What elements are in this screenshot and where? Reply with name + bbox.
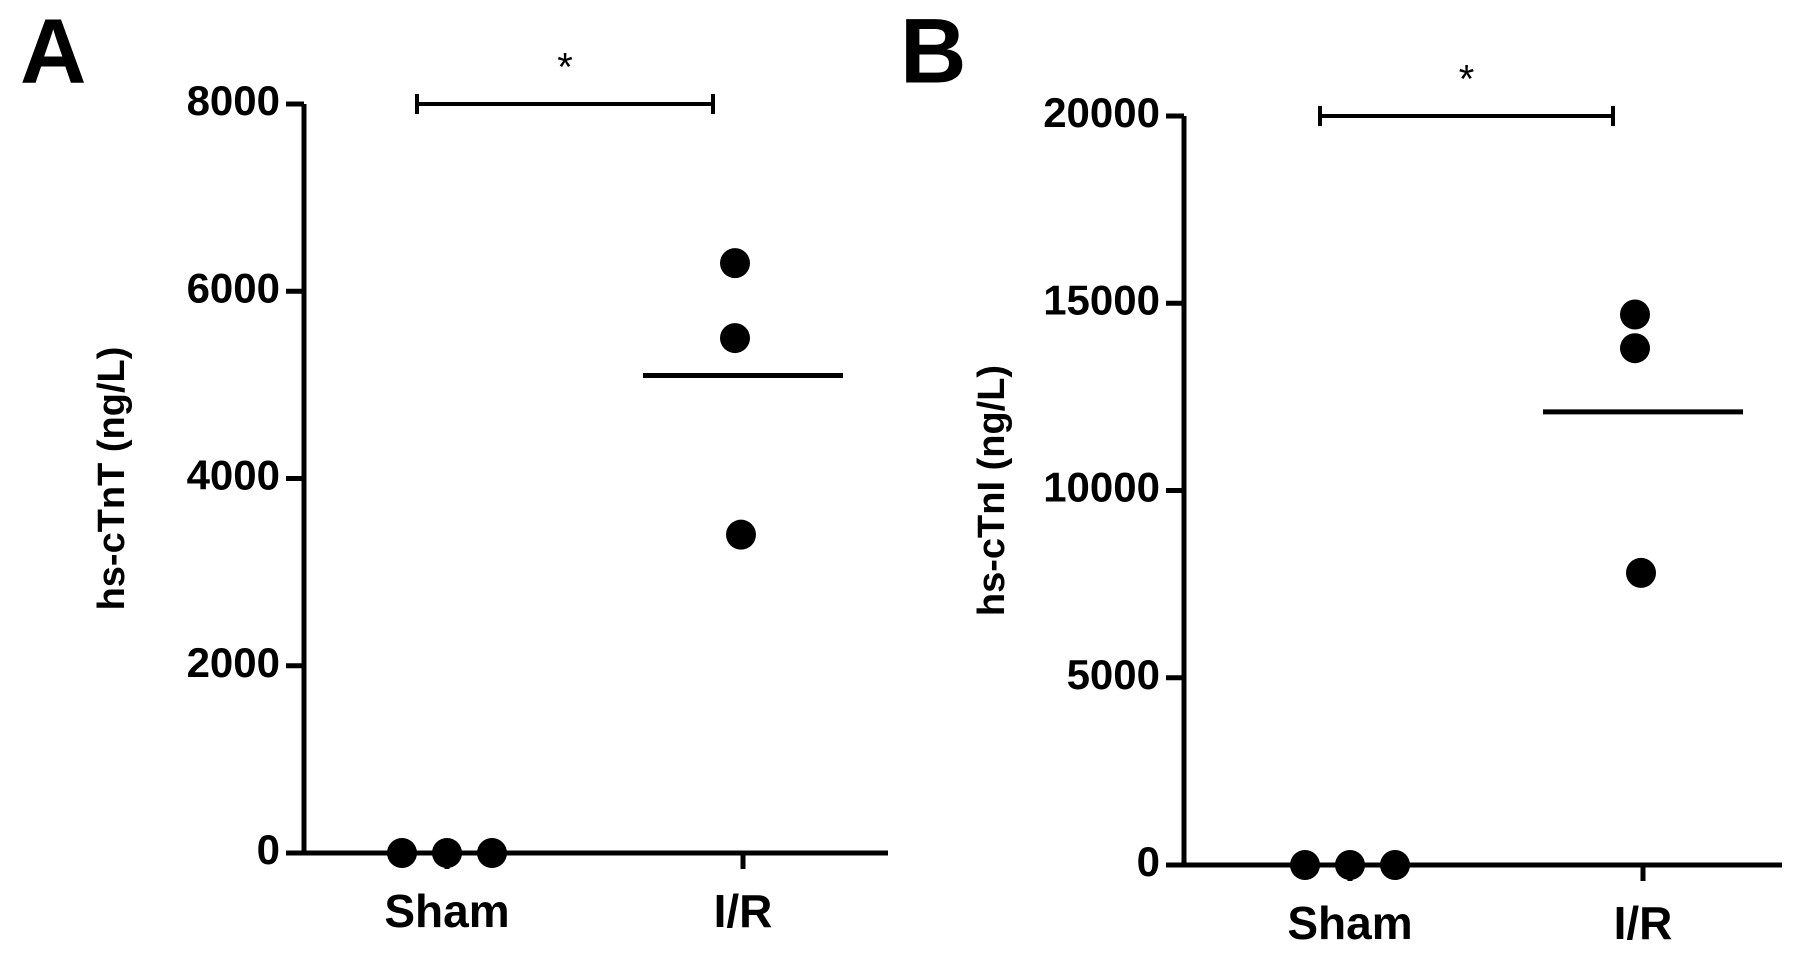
data-point xyxy=(1626,557,1656,588)
panel-label: B xyxy=(900,0,966,102)
y-tick-label: 0 xyxy=(257,826,280,873)
y-axis-label: hs-cTnI (ng/L) xyxy=(971,365,1013,616)
data-point xyxy=(720,248,750,279)
y-tick-label: 15000 xyxy=(1043,276,1160,323)
y-tick-label: 5000 xyxy=(1067,651,1160,698)
panel-label: A xyxy=(20,0,86,102)
y-tick-label: 2000 xyxy=(187,639,280,686)
x-tick-label: I/R xyxy=(1614,897,1673,949)
y-tick-label: 8000 xyxy=(187,77,280,124)
data-point xyxy=(720,323,750,354)
y-axis-label: hs-cTnT (ng/L) xyxy=(91,347,133,611)
y-tick-label: 6000 xyxy=(187,264,280,311)
data-point xyxy=(726,519,756,550)
x-tick-label: Sham xyxy=(384,885,509,937)
data-point xyxy=(1620,333,1650,364)
x-tick-label: I/R xyxy=(714,885,773,937)
significance-label: * xyxy=(1459,58,1475,102)
data-point xyxy=(1620,299,1650,330)
y-tick-label: 20000 xyxy=(1043,89,1160,136)
significance-label: * xyxy=(557,46,573,90)
y-tick-label: 10000 xyxy=(1043,464,1160,511)
y-tick-label: 0 xyxy=(1137,838,1160,885)
x-tick-label: Sham xyxy=(1287,897,1412,949)
y-tick-label: 4000 xyxy=(187,452,280,499)
